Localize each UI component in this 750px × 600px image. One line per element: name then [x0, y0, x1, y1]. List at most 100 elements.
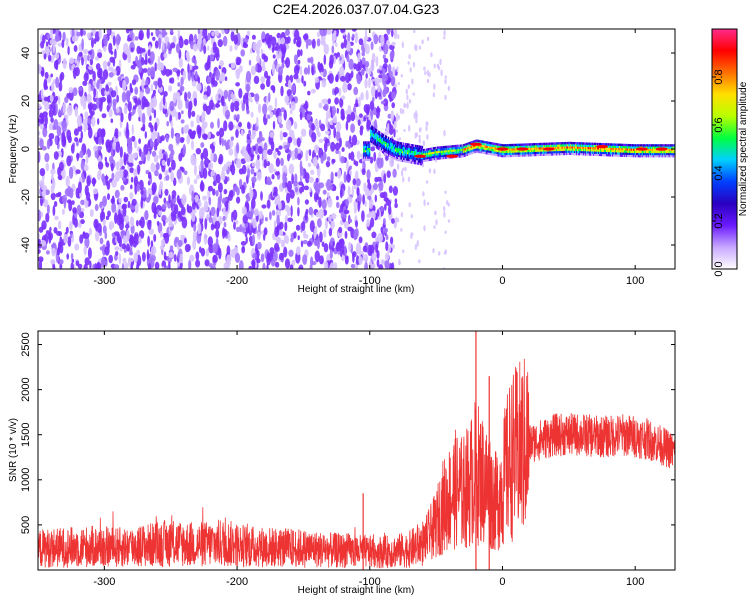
spectrogram-cell: [410, 232, 413, 240]
spectrogram-cell: [371, 138, 373, 141]
spectrogram-cell: [99, 201, 103, 208]
spectrogram-cell: [398, 261, 401, 265]
spectrogram-cell: [402, 176, 405, 183]
spectrogram-cell: [421, 152, 424, 155]
spectrogram-cell: [593, 153, 595, 156]
spectrogram-cell: [542, 144, 544, 148]
spectrogram-cell: [491, 146, 493, 149]
spectrogram-cell: [382, 150, 384, 154]
spectrogram-cell: [379, 135, 381, 138]
spectrogram-cell: [108, 66, 114, 72]
spectrogram-cell: [299, 166, 304, 177]
spectrogram-cell: [408, 156, 411, 159]
spectrogram-cell: [391, 144, 393, 148]
spectrogram-cell: [168, 85, 173, 92]
spectrogram-cell: [150, 124, 154, 133]
spectrogram-cell: [596, 153, 598, 156]
spectrogram-cell: [568, 144, 570, 147]
spectrogram-cell: [588, 149, 590, 152]
spectrogram-cell: [553, 144, 555, 147]
spectrogram-cell: [374, 138, 376, 141]
spectrogram-cell: [284, 95, 290, 103]
spectrogram-cell: [376, 135, 378, 138]
spectrogram-cell: [370, 41, 374, 51]
spectrogram-cell: [647, 148, 649, 151]
spectrogram-cell: [150, 162, 156, 173]
spectrogram-cell: [58, 161, 64, 172]
spectrogram-cell: [268, 163, 275, 174]
spectrogram-cell: [562, 152, 564, 156]
spectrogram-cell: [619, 145, 622, 149]
spectrogram-cell: [380, 259, 386, 265]
spectrogram-cell: [563, 150, 565, 153]
spectrogram-cell: [535, 153, 537, 157]
spectrogram-cell: [514, 150, 516, 153]
spectrogram-cell: [415, 160, 418, 163]
spectrogram-cell: [567, 146, 569, 149]
spectrogram-cell: [548, 144, 550, 148]
spectrogram-cell: [357, 119, 361, 126]
spectrogram-cell: [520, 145, 522, 149]
spectrogram-cell: [575, 146, 577, 149]
spectrogram-cell: [130, 265, 133, 269]
spectrogram-cell: [590, 153, 592, 156]
spectrogram-cell: [438, 157, 440, 160]
spectrogram-cell: [670, 144, 672, 147]
spectrogram-cell: [75, 169, 81, 174]
spectrogram-cell: [493, 142, 495, 145]
spectrogram-cell: [559, 142, 561, 145]
spectrogram-cell: [307, 39, 313, 46]
spectrogram-cell: [223, 120, 228, 132]
spectrogram-cell: [419, 160, 422, 164]
spectrogram-cell: [412, 159, 415, 162]
spectrogram-cell: [592, 147, 594, 150]
spectrogram-cell: [452, 151, 454, 154]
spectrogram-cell: [650, 152, 652, 156]
spectrogram-cell: [251, 153, 255, 159]
spectrogram-cell: [250, 167, 255, 175]
spectrogram-cell: [88, 50, 92, 55]
spectrogram-cell: [116, 161, 120, 171]
spectrogram-cell: [318, 208, 324, 219]
spectrogram-cell: [251, 129, 257, 138]
spectrogram-cell: [380, 100, 386, 105]
spectrogram-cell: [153, 196, 159, 205]
spectrogram-cell: [510, 143, 512, 147]
spectrogram-cell: [287, 217, 294, 223]
spectrogram-cell: [391, 151, 393, 154]
spectrogram-cell: [397, 147, 399, 151]
spectrogram-cell: [572, 146, 574, 149]
spectrogram-cell: [434, 155, 436, 158]
spectrogram-cell: [246, 30, 251, 36]
spectrogram-cell: [584, 153, 586, 156]
spectrogram-cell: [336, 201, 340, 209]
spectrogram-cell: [493, 146, 495, 150]
spectrogram-cell: [172, 67, 178, 73]
y-tick-label: -20: [20, 189, 32, 205]
spectrogram-cell: [323, 54, 327, 65]
spectrogram-cell: [340, 156, 345, 164]
spectrogram-cell: [585, 153, 587, 156]
spectrogram-cell: [372, 141, 374, 144]
spectrogram-cell: [651, 148, 653, 151]
spectrogram-cell: [412, 144, 415, 147]
spectrogram-cell: [412, 155, 415, 158]
spectrogram-cell: [267, 149, 273, 155]
spectrogram-cell: [256, 49, 260, 56]
spectrogram-cell: [478, 146, 480, 149]
spectrogram-cell: [526, 149, 528, 153]
spectrogram-cell: [522, 150, 524, 153]
spectrogram-cell: [140, 72, 143, 80]
x-tick-label: 100: [626, 576, 644, 588]
spectrogram-cell: [572, 144, 574, 147]
spectrogram-cell: [546, 151, 548, 154]
spectrogram-cell: [251, 176, 257, 183]
spectrogram-cell: [271, 36, 277, 47]
spectrogram-cell: [133, 252, 138, 263]
spectrogram-cell: [601, 143, 603, 146]
spectrogram-cell: [387, 142, 389, 146]
spectrogram-cell: [636, 152, 638, 156]
spectrogram-cell: [401, 157, 403, 160]
spectrogram-cell: [147, 235, 151, 247]
spectrogram-cell: [411, 157, 414, 160]
